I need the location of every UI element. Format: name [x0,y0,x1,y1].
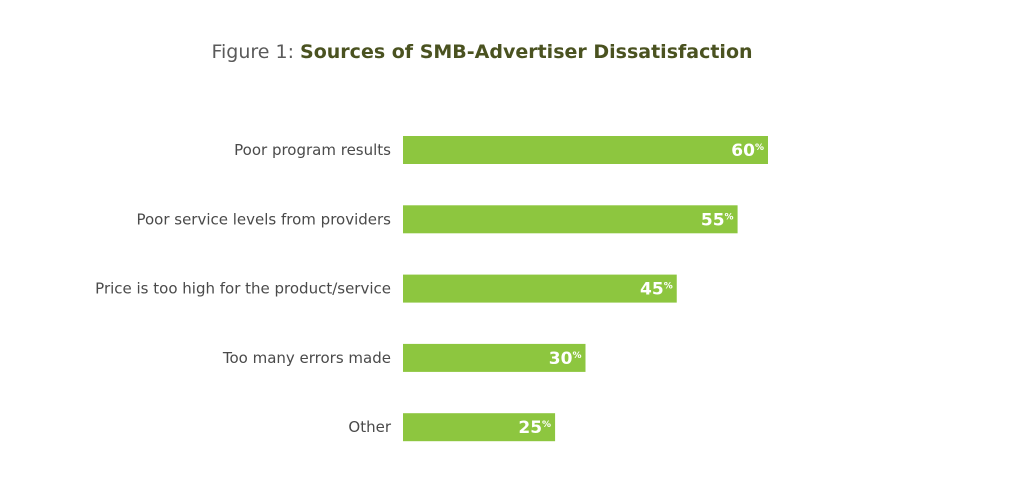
chart-title-prefix: Figure 1: [211,41,300,63]
chart-title-main: Sources of SMB-Advertiser Dissatisfactio… [300,41,752,63]
chart-title: Figure 1: Sources of SMB-Advertiser Diss… [211,41,752,63]
bar-group-price-is-too-high-for-the-product-service: Price is too high for the product/servic… [95,274,677,303]
value-label: 30% [549,349,582,369]
plot-area: Poor program results 60%Poor service leve… [95,136,768,442]
value-number: 30 [549,349,573,369]
category-label: Poor program results [234,141,391,159]
category-label: Too many errors made [222,349,391,367]
category-label: Poor service levels from providers [136,210,391,228]
value-label: 55% [701,210,734,230]
bar [403,343,586,372]
value-unit: % [725,212,734,222]
value-unit: % [572,351,581,361]
value-unit: % [542,420,551,430]
bar [403,136,768,164]
bar [403,413,556,442]
value-number: 60 [731,141,755,161]
bar-group-poor-service-levels-from-providers: Poor service levels from providers 55% [136,205,738,234]
bar-group-poor-program-results: Poor program results 60% [234,136,768,164]
value-unit: % [755,143,764,153]
bar-group-other: Other 25% [348,413,556,442]
value-number: 45 [640,280,664,300]
value-number: 55 [701,210,725,230]
category-label: Price is too high for the product/servic… [95,280,391,298]
value-label: 45% [640,280,673,300]
bar-group-too-many-errors-made: Too many errors made 30% [222,343,586,372]
value-number: 25 [518,418,542,438]
category-label: Other [348,418,391,436]
bar [403,274,677,303]
value-label: 60% [731,141,764,161]
bar [403,205,738,234]
value-unit: % [664,282,673,292]
value-label: 25% [518,418,551,438]
